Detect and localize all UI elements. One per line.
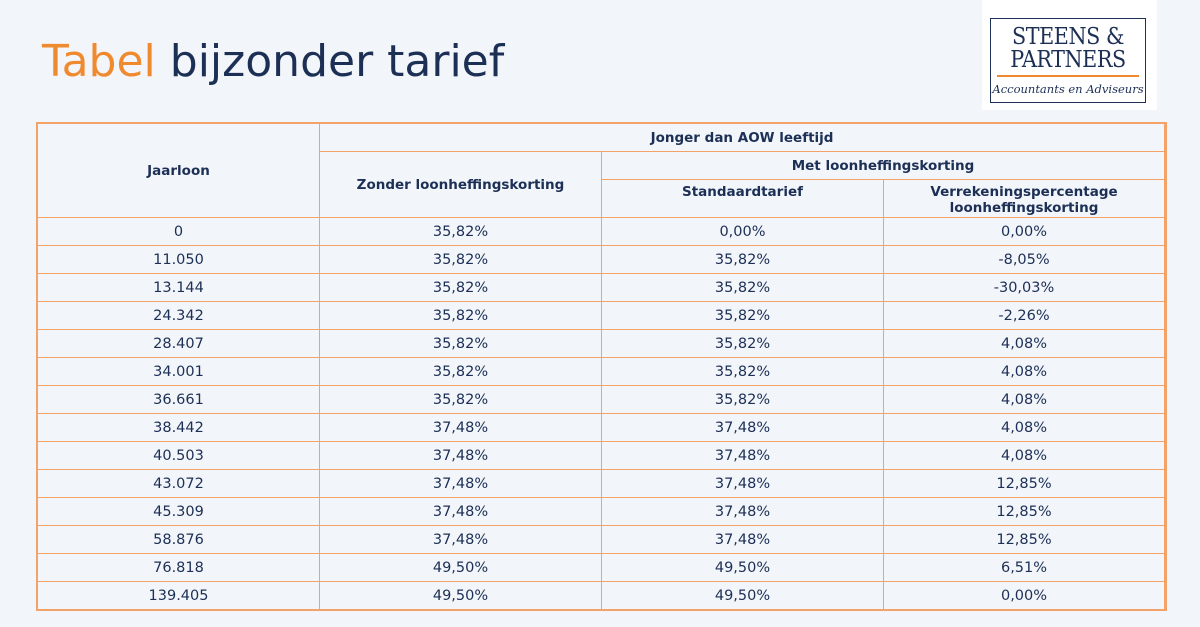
standaardtarief-cell: 35,82% — [601, 329, 884, 358]
table-row: 76.818 49,50% 49,50% 6,51% — [37, 553, 1166, 582]
verrekening-cell: 4,08% — [882, 413, 1166, 442]
zonder-korting-cell: 35,82% — [319, 301, 602, 330]
table-row: 38.442 37,48% 37,48% 4,08% — [37, 413, 1166, 442]
zonder-korting-cell: 35,82% — [319, 357, 602, 386]
table-body: 0 35,82% 0,00% 0,00% 11.050 35,82% 35,82% -8,05… — [37, 217, 1166, 610]
header-verrekeningspercentage: Verrekeningspercentage loonheffingskorti… — [882, 179, 1166, 218]
logo-frame: STEENS & PARTNERS Accountants en Adviseu… — [990, 18, 1146, 103]
verrekening-cell: 12,85% — [882, 497, 1166, 526]
standaardtarief-cell: 37,48% — [601, 441, 884, 470]
zonder-korting-cell: 35,82% — [319, 245, 602, 274]
verrekening-cell: -8,05% — [882, 245, 1166, 274]
standaardtarief-cell: 35,82% — [601, 385, 884, 414]
verrekening-cell: 4,08% — [882, 441, 1166, 470]
jaarloon-cell: 40.503 — [37, 441, 320, 470]
zonder-korting-cell: 37,48% — [319, 497, 602, 526]
zonder-korting-cell: 37,48% — [319, 525, 602, 554]
jaarloon-cell: 43.072 — [37, 469, 320, 498]
jaarloon-cell: 28.407 — [37, 329, 320, 358]
table-row: 13.144 35,82% 35,82% -30,03% — [37, 273, 1166, 302]
standaardtarief-cell: 35,82% — [601, 357, 884, 386]
jaarloon-cell: 36.661 — [37, 385, 320, 414]
jaarloon-cell: 139.405 — [37, 581, 320, 610]
jaarloon-cell: 45.309 — [37, 497, 320, 526]
header-jaarloon: Jaarloon — [37, 123, 320, 218]
table-row: 34.001 35,82% 35,82% 4,08% — [37, 357, 1166, 386]
standaardtarief-cell: 35,82% — [601, 301, 884, 330]
tax-rate-table: Jaarloon Jonger dan AOW leeftijd Zonder … — [37, 123, 1166, 610]
logo-divider — [997, 75, 1139, 77]
jaarloon-cell: 38.442 — [37, 413, 320, 442]
table-row: 43.072 37,48% 37,48% 12,85% — [37, 469, 1166, 498]
zonder-korting-cell: 37,48% — [319, 441, 602, 470]
table-row: 40.503 37,48% 37,48% 4,08% — [37, 441, 1166, 470]
verrekening-cell: -2,26% — [882, 301, 1166, 330]
table-row: 28.407 35,82% 35,82% 4,08% — [37, 329, 1166, 358]
jaarloon-cell: 24.342 — [37, 301, 320, 330]
jaarloon-cell: 0 — [37, 217, 320, 246]
standaardtarief-cell: 35,82% — [601, 245, 884, 274]
verrekening-cell: 4,08% — [882, 357, 1166, 386]
zonder-korting-cell: 35,82% — [319, 217, 602, 246]
table-row: 0 35,82% 0,00% 0,00% — [37, 217, 1166, 246]
verrekening-cell: 12,85% — [882, 525, 1166, 554]
zonder-korting-cell: 37,48% — [319, 413, 602, 442]
company-logo: STEENS & PARTNERS Accountants en Adviseu… — [982, 0, 1157, 110]
jaarloon-cell: 58.876 — [37, 525, 320, 554]
verrekening-cell: 0,00% — [882, 217, 1166, 246]
standaardtarief-cell: 35,82% — [601, 273, 884, 302]
table-row: 11.050 35,82% 35,82% -8,05% — [37, 245, 1166, 274]
verrekening-cell: 4,08% — [882, 329, 1166, 358]
jaarloon-cell: 76.818 — [37, 553, 320, 582]
table-row: 45.309 37,48% 37,48% 12,85% — [37, 497, 1166, 526]
header-met-korting: Met loonheffingskorting — [600, 151, 1166, 180]
header-verrekening-line1: Verrekeningspercentage — [930, 183, 1118, 200]
header-zonder-korting: Zonder loonheffingskorting — [319, 151, 602, 218]
page-title-accent: Tabel — [42, 36, 156, 87]
verrekening-cell: 0,00% — [882, 581, 1166, 610]
standaardtarief-cell: 37,48% — [601, 525, 884, 554]
page-title-main: bijzonder tarief — [169, 36, 505, 87]
zonder-korting-cell: 35,82% — [319, 329, 602, 358]
jaarloon-cell: 13.144 — [37, 273, 320, 302]
table-row: 139.405 49,50% 49,50% 0,00% — [37, 581, 1166, 610]
table-row: 58.876 37,48% 37,48% 12,85% — [37, 525, 1166, 554]
standaardtarief-cell: 0,00% — [601, 217, 884, 246]
standaardtarief-cell: 37,48% — [601, 469, 884, 498]
zonder-korting-cell: 35,82% — [319, 273, 602, 302]
verrekening-cell: 6,51% — [882, 553, 1166, 582]
logo-line1: STEENS & — [1012, 24, 1124, 50]
standaardtarief-cell: 37,48% — [601, 413, 884, 442]
jaarloon-cell: 11.050 — [37, 245, 320, 274]
header-age-group: Jonger dan AOW leeftijd — [318, 123, 1166, 152]
zonder-korting-cell: 35,82% — [319, 385, 602, 414]
header-standaardtarief: Standaardtarief — [601, 179, 884, 218]
table-row: 36.661 35,82% 35,82% 4,08% — [37, 385, 1166, 414]
verrekening-cell: 4,08% — [882, 385, 1166, 414]
zonder-korting-cell: 37,48% — [319, 469, 602, 498]
zonder-korting-cell: 49,50% — [319, 553, 602, 582]
standaardtarief-cell: 37,48% — [601, 497, 884, 526]
verrekening-cell: -30,03% — [882, 273, 1166, 302]
standaardtarief-cell: 49,50% — [601, 581, 884, 610]
verrekening-cell: 12,85% — [882, 469, 1166, 498]
jaarloon-cell: 34.001 — [37, 357, 320, 386]
header-verrekening-line2: loonheffingskorting — [949, 199, 1099, 216]
logo-subtitle: Accountants en Adviseurs — [992, 82, 1144, 96]
table-row: 24.342 35,82% 35,82% -2,26% — [37, 301, 1166, 330]
page-title: Tabel bijzonder tarief — [42, 34, 504, 90]
logo-line2: PARTNERS — [1010, 47, 1126, 73]
standaardtarief-cell: 49,50% — [601, 553, 884, 582]
zonder-korting-cell: 49,50% — [319, 581, 602, 610]
